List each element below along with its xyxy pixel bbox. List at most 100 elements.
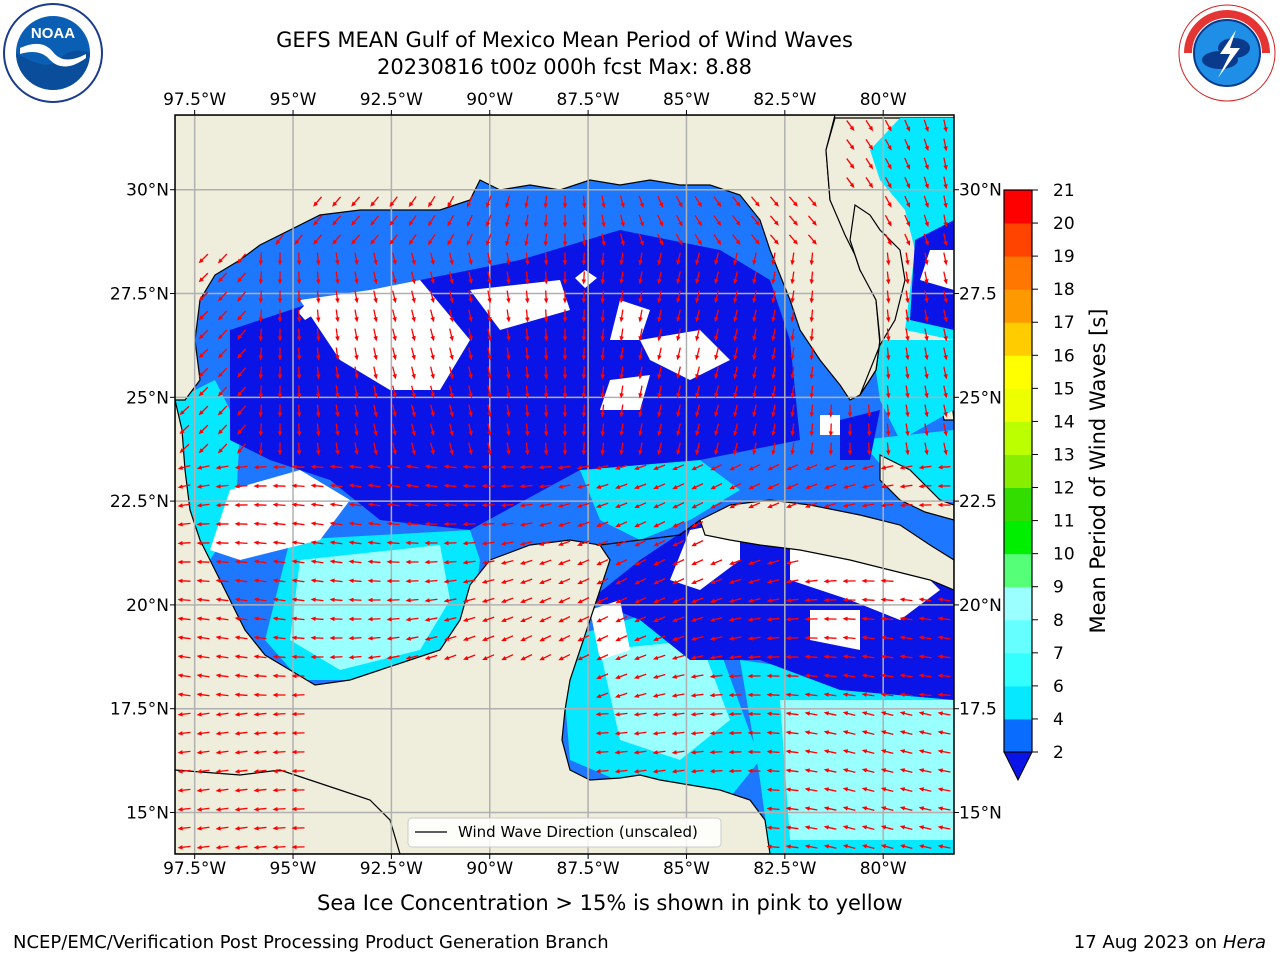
wind-arrow-head	[277, 412, 283, 418]
wind-arrow-head	[880, 503, 886, 508]
wind-arrow-head	[562, 374, 568, 380]
wind-arrow-head	[638, 431, 643, 437]
wind-arrow-head	[217, 372, 223, 378]
wind-arrow-head	[633, 731, 639, 736]
wind-arrow-head	[196, 712, 202, 717]
wind-arrow-head	[842, 844, 849, 849]
wind-arrow-head	[811, 201, 817, 207]
wind-arrow-head	[519, 464, 525, 470]
wind-arrow-head	[405, 502, 411, 507]
wind-arrow-head	[880, 465, 887, 470]
axis-tick-labels: 97.5°W 97.5°W 95°W 95°W 92.5°W 92.5°W 90°W 90°W…	[110, 90, 1002, 879]
wind-arrow-head	[258, 431, 264, 437]
wind-arrow-head	[672, 504, 678, 509]
wind-arrow-head	[525, 298, 530, 304]
wind-arrow-head	[291, 825, 297, 831]
wind-arrow-head	[291, 749, 297, 755]
wind-arrow-head	[601, 203, 606, 209]
wind-arrow-head	[710, 560, 716, 565]
wind-arrow-head	[562, 203, 568, 209]
wind-arrow-head	[582, 222, 587, 228]
wind-arrow-head	[310, 635, 316, 641]
wind-arrow-head	[481, 541, 487, 546]
colorbar-tick-label: 21	[1053, 181, 1075, 201]
wind-arrow-head	[462, 541, 468, 546]
wind-arrow-head	[790, 279, 795, 285]
wind-arrow-head	[386, 597, 392, 603]
wind-arrow-head	[638, 279, 643, 285]
wind-arrow-head	[943, 449, 948, 456]
wind-arrow-head	[373, 430, 378, 437]
wind-arrow-head	[354, 374, 359, 380]
wind-arrow-head	[177, 807, 183, 812]
wind-arrow-head	[615, 599, 621, 604]
wind-arrow-head	[296, 336, 302, 342]
wind-arrow-head	[792, 220, 798, 226]
wind-arrow-head	[601, 222, 606, 228]
lat-label-left: 15°N	[126, 803, 169, 823]
wind-arrow-head	[733, 354, 738, 361]
wind-arrow-head	[539, 579, 545, 584]
wind-arrow-head	[335, 260, 340, 266]
wind-arrow-head	[520, 598, 526, 603]
wind-arrow-head	[468, 354, 473, 361]
wind-arrow-head	[766, 635, 772, 641]
wind-arrow-head	[430, 411, 435, 418]
wind-arrow-head	[709, 711, 715, 717]
wind-arrow-head	[790, 393, 795, 399]
wind-arrow-head	[615, 561, 621, 566]
wind-arrow-head	[179, 410, 185, 416]
wind-arrow-head	[905, 336, 910, 342]
wind-arrow-head	[389, 201, 395, 207]
wind-arrow-head	[918, 692, 924, 697]
wind-arrow-head	[539, 656, 545, 661]
wind-arrow-head	[786, 484, 792, 489]
wind-arrow-head	[196, 484, 202, 489]
wind-arrow-head	[538, 541, 545, 546]
colorbar-segment	[1004, 322, 1032, 356]
wind-arrow-head	[310, 521, 316, 526]
wind-arrow-head	[937, 749, 943, 754]
wind-arrow-head	[690, 598, 697, 603]
wind-arrow-head	[428, 201, 433, 208]
wind-arrow-head	[785, 711, 791, 716]
lat-label-left: 27.5°N	[110, 285, 169, 305]
wind-arrow-head	[215, 807, 221, 812]
wind-arrow-head	[671, 636, 678, 641]
wind-arrow-head	[217, 410, 223, 416]
wind-arrow-head	[258, 317, 264, 323]
footer-organization: NCEP/EMC/Verification Post Processing Pr…	[13, 932, 609, 953]
wind-arrow-head	[373, 335, 378, 342]
wind-arrow-head	[557, 465, 563, 470]
wind-arrow-head	[310, 559, 316, 564]
wind-arrow-head	[823, 654, 829, 659]
wind-arrow-head	[905, 164, 911, 170]
wind-arrow-head	[253, 731, 259, 736]
wind-arrow-head	[272, 844, 278, 850]
wind-arrow-head	[215, 465, 221, 470]
wind-arrow-head	[615, 580, 621, 585]
wind-arrow-head	[861, 711, 868, 716]
colorbar-segment	[1004, 685, 1032, 720]
wind-arrow-head	[676, 335, 681, 342]
wind-arrow-head	[676, 449, 681, 456]
wind-arrow-head	[367, 521, 373, 526]
legend-box	[407, 817, 722, 848]
wind-arrow-head	[697, 220, 702, 227]
wind-arrow-head	[558, 637, 564, 642]
wind-arrow-head	[329, 483, 335, 488]
wind-arrow-head	[291, 787, 297, 793]
wind-arrow-head	[443, 521, 449, 527]
wind-arrow-head	[335, 393, 340, 399]
wind-arrow-head	[408, 220, 414, 227]
wind-arrow-head	[253, 692, 259, 698]
lon-label-bottom: 92.5°W	[360, 859, 423, 879]
wind-arrow-head	[424, 521, 430, 527]
wind-arrow-head	[291, 844, 297, 850]
wind-arrow-head	[296, 355, 302, 361]
wind-arrow-head	[943, 203, 948, 209]
wind-arrow-head	[899, 768, 906, 773]
wind-arrow-head	[481, 579, 488, 584]
wind-arrow-head	[487, 374, 492, 380]
wind-arrow-head	[691, 466, 697, 471]
